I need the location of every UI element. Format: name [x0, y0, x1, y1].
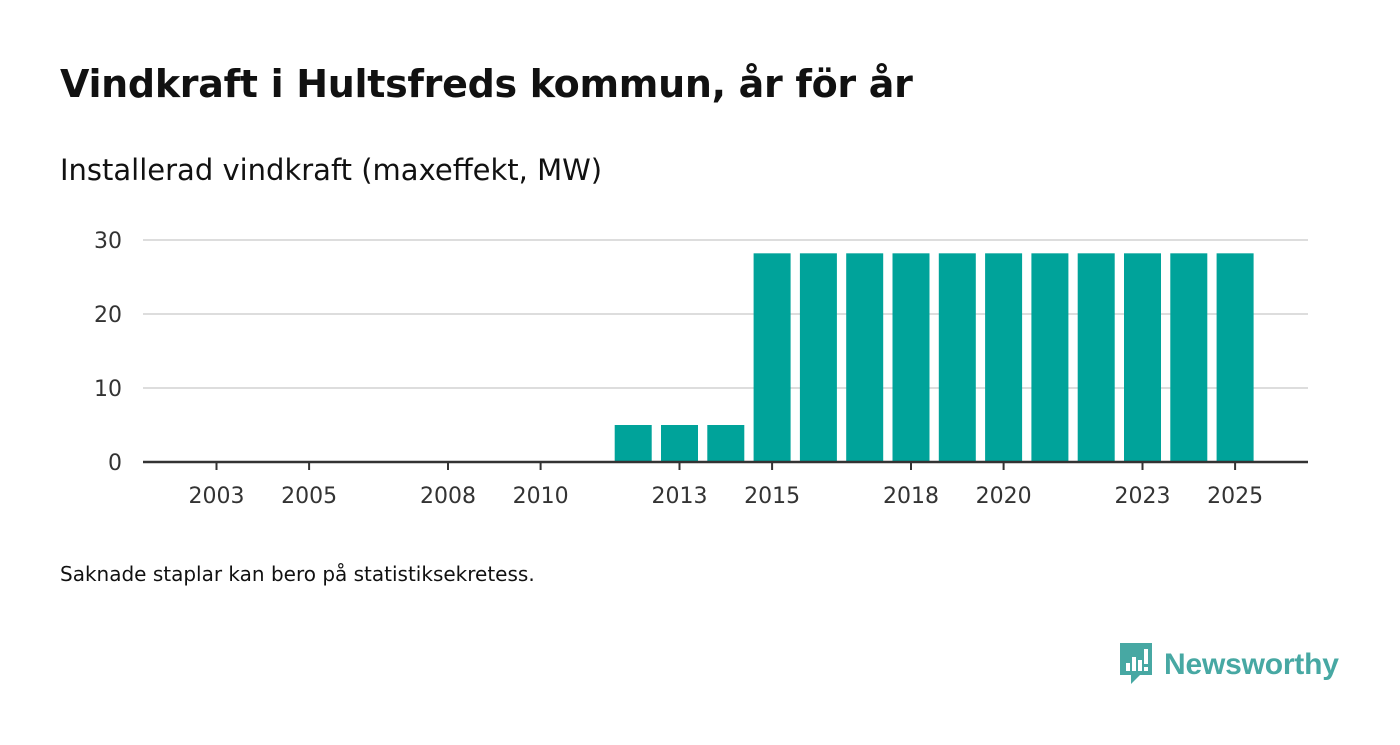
bar-2013 [661, 425, 698, 462]
bar-2024 [1170, 253, 1208, 462]
bar-2015 [753, 253, 791, 462]
bar-2025 [1216, 253, 1254, 462]
bar-2014 [707, 425, 745, 462]
y-tick-label: 0 [108, 451, 122, 476]
brand-name: Newsworthy [1164, 648, 1339, 681]
brand-logo[interactable]: Newsworthy [1118, 641, 1339, 689]
footnote: Saknade staplar kan bero på statistiksek… [60, 562, 535, 586]
bar-2021 [1031, 253, 1069, 462]
bar-2012 [614, 425, 652, 462]
bar-2022 [1077, 253, 1115, 462]
chart-title: Vindkraft i Hultsfreds kommun, år för år [60, 62, 913, 106]
bar-2016 [799, 253, 837, 462]
x-tick-label: 2010 [513, 484, 569, 509]
x-tick-label: 2008 [420, 484, 476, 509]
x-tick-label: 2023 [1115, 484, 1171, 509]
x-tick-label: 2015 [744, 484, 800, 509]
x-tick-label: 2005 [281, 484, 337, 509]
newsworthy-logo-icon [1118, 641, 1154, 689]
bars [614, 253, 1254, 462]
x-tick-label: 2020 [976, 484, 1032, 509]
bar-2019 [938, 253, 976, 462]
x-tick-label: 2025 [1207, 484, 1263, 509]
y-tick-label: 20 [94, 303, 122, 328]
bar-2018 [892, 253, 930, 462]
axes: 0 10 20 30 2003 2005 2008 2010 2013 2015 2018 2020 2… [94, 229, 1308, 509]
bar-2020 [985, 253, 1023, 462]
bar-2023 [1124, 253, 1161, 462]
x-tick-label: 2013 [652, 484, 708, 509]
chart-subtitle: Installerad vindkraft (maxeffekt, MW) [60, 153, 603, 187]
y-tick-label: 10 [94, 377, 122, 402]
bar-2017 [846, 253, 884, 462]
x-tick-label: 2018 [883, 484, 939, 509]
y-tick-label: 30 [94, 229, 122, 254]
x-tick-label: 2003 [189, 484, 245, 509]
